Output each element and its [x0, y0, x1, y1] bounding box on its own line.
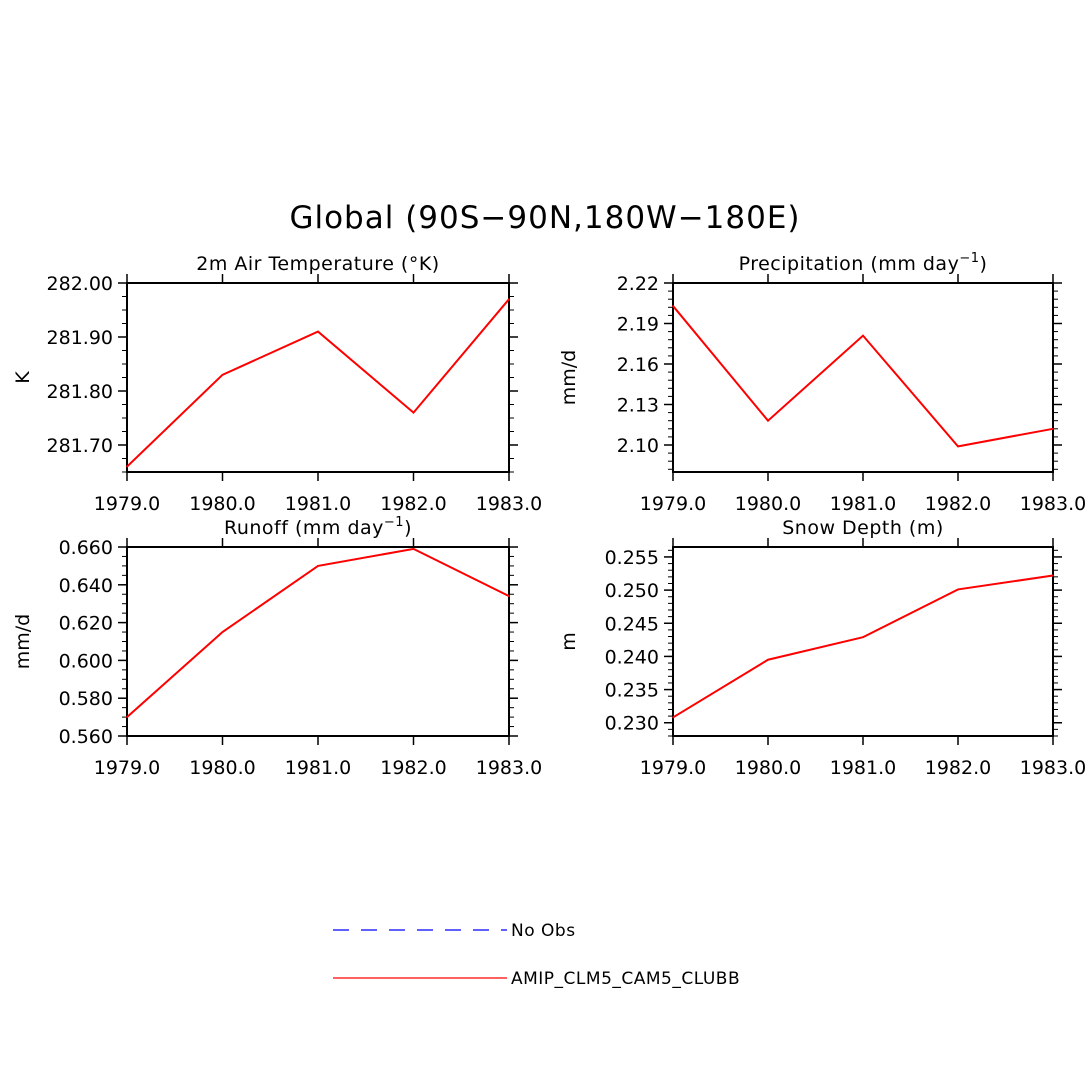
data-point — [672, 305, 674, 307]
x-tick-label: 1982.0 — [380, 493, 446, 515]
panel-title-suffix: ) — [979, 253, 987, 275]
x-tick-label: 1982.0 — [925, 493, 991, 515]
x-tick-label: 1981.0 — [830, 757, 896, 779]
y-tick-label: 0.255 — [605, 547, 659, 569]
panel-title-text: Runoff (mm day — [224, 517, 384, 539]
series-line — [126, 547, 510, 718]
y-tick-label: 0.245 — [605, 613, 659, 635]
x-tick-label: 1982.0 — [925, 757, 991, 779]
chart-panel-2: Precipitation (mm day−1) mm/d 1979.0 1980.0… — [558, 251, 1086, 515]
data-point — [767, 419, 769, 422]
x-tick-label: 1983.0 — [476, 757, 542, 779]
x-tick-label: 1980.0 — [735, 493, 801, 515]
panel-title: 2m Air Temperature (°K) — [196, 253, 439, 275]
panel-title-superscript: −1 — [959, 251, 979, 266]
data-point — [126, 465, 128, 468]
y-tick-label: 281.90 — [47, 327, 113, 349]
legend: No Obs AMIP_CLM5_CAM5_CLUBB — [333, 921, 740, 989]
legend-label: AMIP_CLM5_CAM5_CLUBB — [511, 969, 740, 989]
y-tick-label: 2.19 — [617, 314, 659, 336]
x-tick-label: 1980.0 — [735, 757, 801, 779]
data-point — [1052, 428, 1054, 430]
y-tick-label: 2.10 — [617, 435, 659, 457]
panel-title-suffix: ) — [404, 517, 412, 539]
series-line — [672, 305, 1054, 448]
data-point — [1052, 574, 1054, 577]
series-line — [672, 574, 1054, 719]
plot-frame — [672, 546, 1054, 737]
legend-entry: No Obs — [333, 921, 576, 941]
x-tick-label: 1983.0 — [1020, 493, 1086, 515]
panel-title-superscript: −1 — [384, 515, 404, 530]
x-tick-label: 1981.0 — [285, 493, 351, 515]
data-point — [957, 445, 959, 448]
y-axis-label: mm/d — [12, 614, 34, 669]
y-tick-label: 0.660 — [59, 537, 113, 559]
panel-title-text: Snow Depth (m) — [782, 517, 944, 539]
data-point — [508, 595, 510, 597]
y-tick-label: 2.13 — [617, 395, 659, 417]
y-tick-label: 0.250 — [605, 580, 659, 602]
data-point — [862, 334, 864, 337]
x-tick-label: 1979.0 — [640, 493, 706, 515]
data-point — [317, 565, 319, 567]
y-tick-label: 2.16 — [617, 354, 659, 376]
x-tick-label: 1979.0 — [94, 757, 160, 779]
panel-title: Precipitation (mm day−1) — [739, 251, 988, 275]
data-point — [317, 330, 319, 333]
plot-frame — [126, 282, 510, 473]
x-tick-label: 1982.0 — [380, 757, 446, 779]
x-tick-label: 1983.0 — [476, 493, 542, 515]
y-axis-label: K — [12, 371, 34, 384]
x-tick-label: 1979.0 — [640, 757, 706, 779]
x-tick-label: 1980.0 — [189, 493, 255, 515]
panel-title: Snow Depth (m) — [782, 517, 944, 539]
data-point — [221, 631, 224, 633]
data-point — [412, 548, 415, 550]
y-tick-label: 281.70 — [47, 435, 113, 457]
data-point — [412, 411, 415, 414]
data-point — [862, 636, 864, 638]
data-point — [508, 298, 510, 301]
x-tick-label: 1980.0 — [189, 757, 255, 779]
data-point — [672, 716, 674, 719]
chart-panel-3: Runoff (mm day−1) mm/d 1979.0 1980.0 1981.0 1… — [12, 515, 542, 779]
x-tick-label: 1981.0 — [285, 757, 351, 779]
chart-panel-4: Snow Depth (m) m 1979.0 1980.0 1981.0 1982.0 1… — [558, 517, 1086, 779]
legend-entry: AMIP_CLM5_CAM5_CLUBB — [333, 969, 740, 989]
panel-title: Runoff (mm day−1) — [224, 515, 412, 539]
y-tick-label: 0.560 — [59, 726, 113, 748]
x-tick-label: 1981.0 — [830, 493, 896, 515]
data-point — [126, 716, 128, 718]
y-tick-label: 0.600 — [59, 650, 113, 672]
x-tick-label: 1983.0 — [1020, 757, 1086, 779]
y-tick-label: 2.22 — [617, 273, 659, 295]
legend-label: No Obs — [511, 921, 576, 941]
plot-frame — [126, 546, 510, 737]
y-axis-label: mm/d — [558, 350, 580, 405]
y-tick-label: 282.00 — [47, 273, 113, 295]
figure-title: Global (90S−90N,180W−180E) — [289, 200, 800, 236]
chart-panel-1: 2m Air Temperature (°K) K 1979.0 1980.0 1981… — [12, 253, 542, 515]
data-point — [767, 658, 769, 661]
y-tick-label: 0.640 — [59, 575, 113, 597]
panels: 2m Air Temperature (°K) K 1979.0 1980.0 1981… — [12, 251, 1086, 779]
y-tick-label: 0.235 — [605, 680, 659, 702]
plot-frame — [672, 282, 1054, 473]
panel-title-text: 2m Air Temperature (°K) — [196, 253, 439, 275]
x-tick-label: 1979.0 — [94, 493, 160, 515]
data-point — [221, 374, 224, 376]
y-tick-label: 0.580 — [59, 688, 113, 710]
panel-title-text: Precipitation (mm day — [739, 253, 960, 275]
y-axis-label: m — [558, 632, 580, 651]
y-tick-label: 281.80 — [47, 381, 113, 403]
y-tick-label: 0.620 — [59, 613, 113, 635]
series-line — [126, 298, 510, 468]
data-point — [957, 588, 959, 591]
y-tick-label: 0.230 — [605, 713, 659, 735]
y-tick-label: 0.240 — [605, 646, 659, 668]
